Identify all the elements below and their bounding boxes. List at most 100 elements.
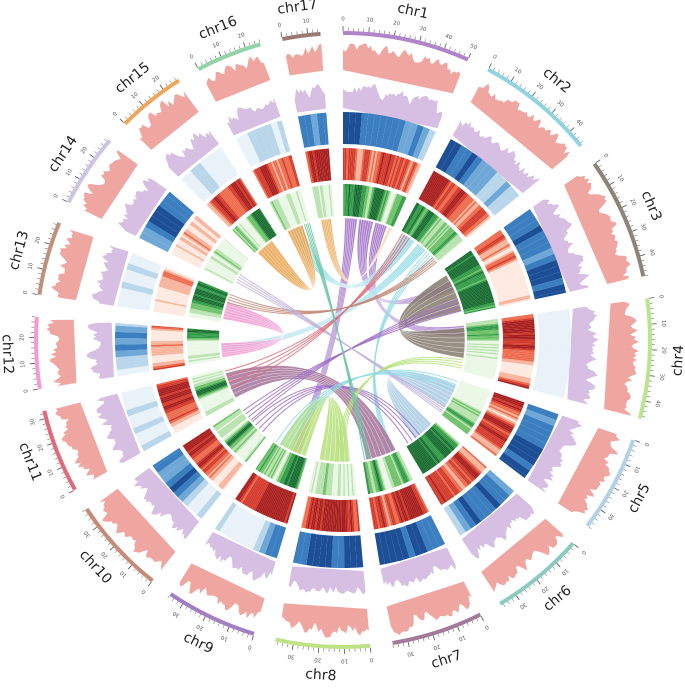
tick-label: 20 [393, 20, 401, 27]
axis-tick [650, 376, 655, 377]
axis-tick [82, 169, 85, 171]
axis-tick [624, 211, 627, 212]
axis-tick [41, 263, 44, 264]
axis-tick [574, 133, 576, 135]
chromosome-label: chr3 [638, 189, 665, 224]
axis-tick [40, 414, 43, 415]
axis-tick [195, 612, 196, 615]
tick-label: 20 [19, 333, 25, 341]
heat-cell [503, 340, 535, 342]
tick-label: 0 [60, 493, 67, 499]
tick-label: 30 [606, 512, 615, 522]
chromosome-label: chr5 [625, 481, 654, 516]
axis-tick [443, 632, 444, 635]
axis-tick [645, 275, 648, 276]
histogram-chr17 [286, 44, 323, 76]
axis-tick [90, 154, 94, 157]
axis-tick [160, 85, 163, 89]
heat-cell [539, 341, 571, 348]
axis-tick [57, 463, 60, 464]
axis-tick [524, 87, 526, 89]
axis-tick [199, 614, 200, 617]
tick-label: 30 [555, 100, 565, 109]
axis-tick [129, 113, 131, 115]
tick-label: 0 [602, 153, 609, 160]
axis-tick [557, 563, 560, 567]
heat-cell [338, 536, 344, 568]
axis-tick [190, 609, 191, 612]
tick-label: 10 [632, 465, 641, 474]
heat-cell [467, 340, 499, 341]
axis-tick [634, 235, 637, 236]
axis-tick [39, 419, 44, 420]
axis-tick [247, 634, 248, 637]
tick-label: 0 [23, 388, 30, 393]
axis-tick [433, 636, 434, 641]
axis-tick [91, 523, 93, 525]
tick-label: 10 [660, 320, 666, 328]
axis-tick [48, 238, 51, 239]
tick-label: 30 [287, 653, 295, 660]
tick-label: 30 [639, 223, 647, 232]
axis-tick [511, 77, 514, 81]
link-ribbon [221, 302, 284, 357]
axis-tick [213, 621, 214, 624]
axis-tick [533, 584, 535, 586]
tick-label: 0 [277, 22, 282, 29]
axis-tick [560, 118, 562, 120]
heat-cell [151, 339, 183, 341]
axis-tick [137, 106, 139, 108]
axis-tick [104, 539, 106, 541]
tick-label: 20 [152, 75, 162, 84]
axis-tick [75, 176, 79, 179]
chromosome-label: chr14 [45, 133, 81, 175]
axis-tick [33, 389, 38, 390]
axis-tick [601, 510, 605, 513]
axis-tick [610, 182, 614, 185]
axis-tick [243, 633, 244, 636]
tick-label: 10 [513, 67, 523, 76]
axis-tick [80, 173, 83, 175]
axis-tick [218, 623, 219, 626]
axis-tick [88, 160, 90, 162]
axis-tick [94, 151, 96, 153]
axis-tick [420, 36, 421, 41]
axis-tick [69, 491, 73, 493]
ideogram-band [275, 638, 370, 649]
link-layer [221, 218, 465, 462]
axis-tick [43, 253, 46, 254]
histogram-chr13 [51, 230, 93, 301]
axis-tick [405, 34, 406, 37]
chromosome-label: chr1 [396, 0, 430, 22]
axis-tick [564, 556, 566, 558]
axis-tick [205, 60, 206, 63]
axis-tick [128, 565, 131, 569]
axis-tick [125, 117, 127, 119]
axis-tick [243, 42, 245, 47]
link-chr3-chr4 [399, 275, 465, 358]
axis-tick [644, 270, 647, 271]
axis-tick [622, 205, 627, 207]
axis-tick [85, 164, 87, 166]
axis-tick [85, 514, 87, 516]
axis-tick [57, 468, 62, 470]
tick-label: 30 [29, 417, 37, 426]
axis-tick [512, 599, 514, 602]
axis-tick [186, 607, 188, 610]
histogram-chr15 [139, 91, 199, 150]
track-layer [47, 43, 640, 637]
axis-tick [66, 482, 69, 483]
axis-tick [589, 527, 591, 529]
axis-tick [577, 137, 579, 139]
axis-tick [595, 519, 597, 521]
link-ribbon [399, 275, 465, 358]
axis-tick [599, 165, 601, 167]
axis-tick [203, 617, 205, 621]
axis-tick [126, 562, 128, 564]
axis-tick [210, 58, 211, 61]
axis-tick [71, 186, 74, 187]
histogram-chr16 [207, 57, 271, 102]
tick-label: 10 [616, 174, 625, 184]
